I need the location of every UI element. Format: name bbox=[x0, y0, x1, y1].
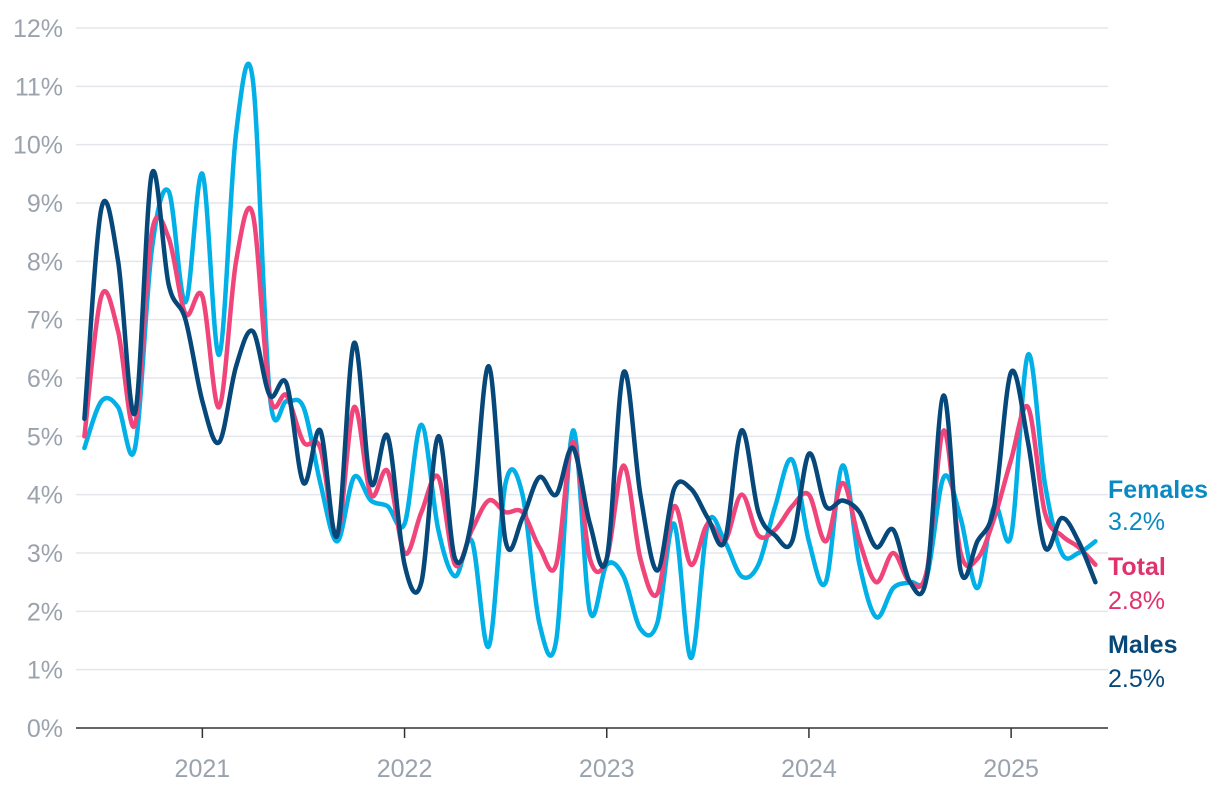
y-tick-label: 8% bbox=[27, 248, 63, 276]
y-tick-label: 2% bbox=[27, 598, 63, 626]
series-label-total: Total bbox=[1108, 553, 1166, 581]
series-lines bbox=[82, 61, 1098, 661]
gridlines bbox=[76, 27, 1108, 671]
series-label-males: Males bbox=[1108, 631, 1177, 659]
series-end-value-females: 3.2% bbox=[1108, 508, 1165, 536]
x-axis-ticks: 2021 2022 2023 2024 2025 bbox=[175, 728, 1039, 783]
x-tick-label: 2021 bbox=[175, 755, 231, 783]
y-tick-label: 1% bbox=[27, 657, 63, 685]
y-tick-label: 4% bbox=[27, 482, 63, 510]
y-tick-label: 3% bbox=[27, 540, 63, 568]
x-tick-label: 2023 bbox=[579, 755, 635, 783]
y-tick-label: 7% bbox=[27, 307, 63, 335]
series-line-males bbox=[82, 168, 1098, 597]
series-end-labels: Females 3.2% Total 2.8% Males 2.5% bbox=[1108, 476, 1208, 693]
series-end-value-total: 2.8% bbox=[1108, 587, 1165, 615]
y-tick-label: 5% bbox=[27, 423, 63, 451]
y-tick-label: 10% bbox=[13, 132, 63, 160]
y-tick-label: 11% bbox=[15, 73, 63, 101]
series-end-value-males: 2.5% bbox=[1108, 665, 1165, 693]
y-tick-label: 6% bbox=[27, 365, 63, 393]
y-tick-label: 0% bbox=[27, 715, 63, 743]
y-tick-label: 9% bbox=[27, 190, 63, 218]
x-tick-label: 2022 bbox=[377, 755, 433, 783]
series-label-females: Females bbox=[1108, 476, 1208, 504]
x-tick-label: 2025 bbox=[983, 755, 1039, 783]
y-axis-ticks: 0% 1% 2% 3% 4% 5% 6% 7% 8% 9% 10% 11% 12% bbox=[13, 15, 63, 743]
x-tick-label: 2024 bbox=[781, 755, 837, 783]
y-tick-label: 12% bbox=[13, 15, 63, 43]
